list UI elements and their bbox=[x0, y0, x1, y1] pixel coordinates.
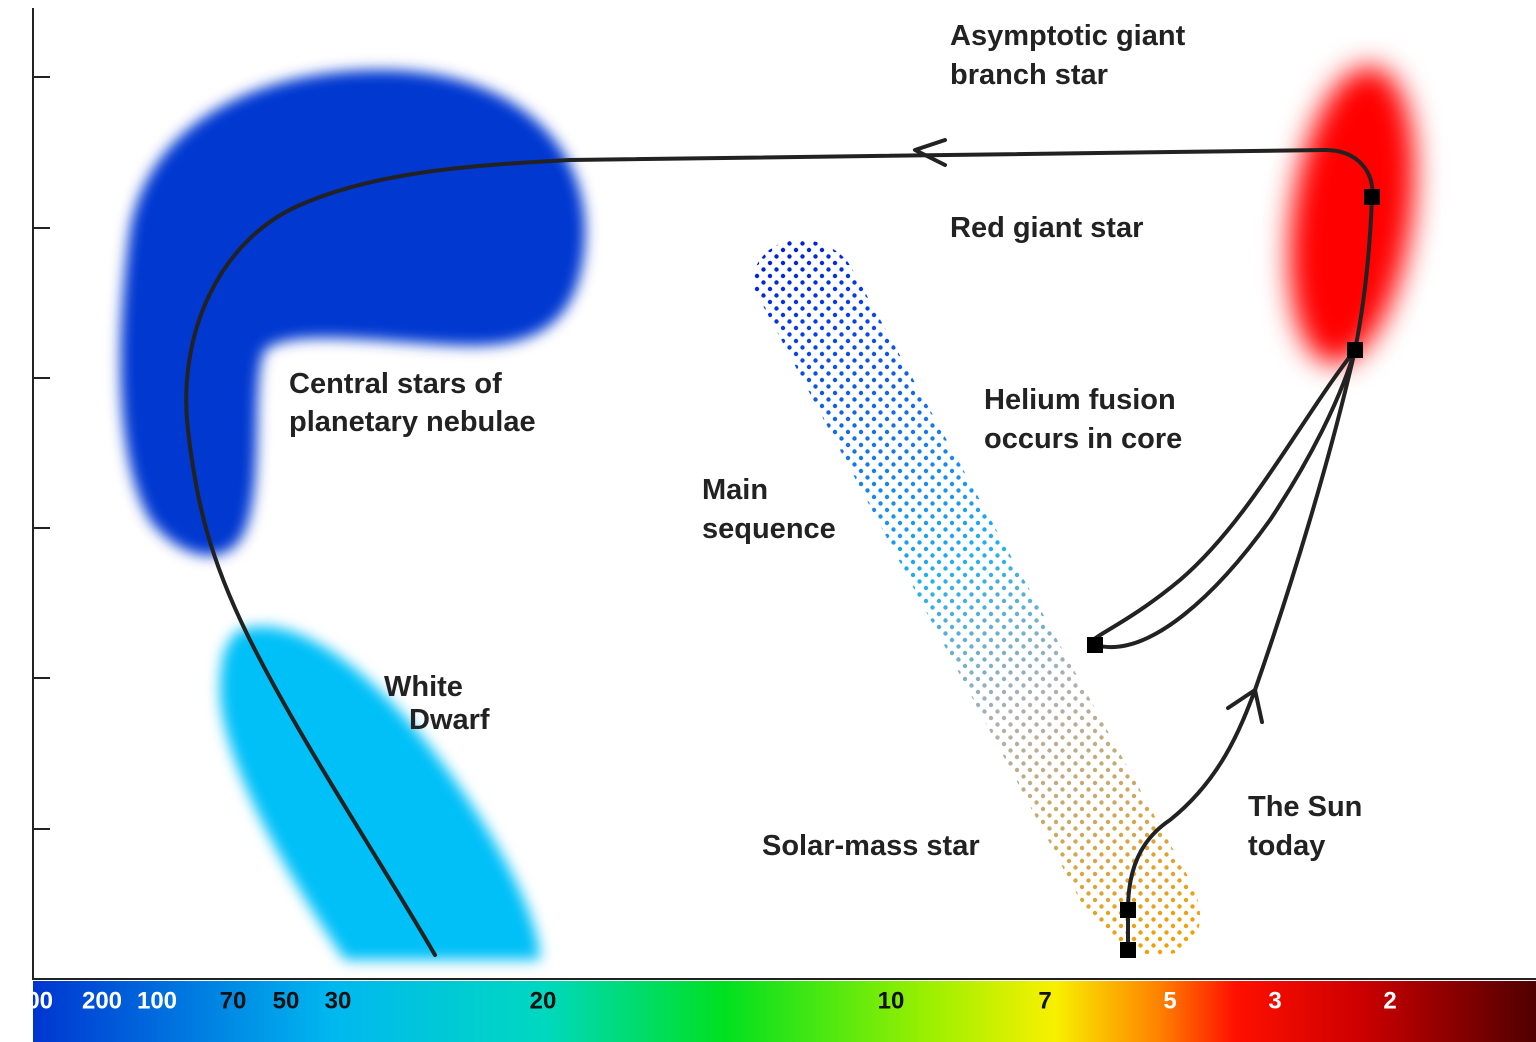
agb-label: branch star bbox=[950, 59, 1108, 91]
scale-tick-label: 30 bbox=[325, 987, 352, 1014]
scale-tick-label: 50 bbox=[273, 987, 300, 1014]
scale-tick-label: 20 bbox=[530, 987, 557, 1014]
main-sequence-label: Main bbox=[702, 474, 768, 506]
scale-tick-label: 2 bbox=[1383, 987, 1396, 1014]
scale-tick-label: 300 bbox=[13, 987, 53, 1014]
sun-label: today bbox=[1248, 830, 1325, 862]
red-giant-label: Red giant star bbox=[950, 212, 1143, 244]
agb-label: Asymptotic giant bbox=[950, 20, 1186, 52]
white-dwarf-label: Dwarf bbox=[409, 704, 490, 736]
temperature-scale bbox=[33, 981, 1536, 1042]
main-sequence-label: sequence bbox=[702, 513, 836, 545]
scale-tick-label: 70 bbox=[220, 987, 247, 1014]
scale-tick-label: 10 bbox=[878, 987, 905, 1014]
solar-mass-label: Solar-mass star bbox=[762, 830, 980, 862]
central-stars-label: Central stars of bbox=[289, 368, 502, 400]
scale-tick-label: 100 bbox=[137, 987, 177, 1014]
white-dwarf-label: White bbox=[384, 671, 463, 703]
red-giant-region bbox=[1272, 58, 1433, 372]
sun-label: The Sun bbox=[1248, 791, 1362, 823]
scale-tick-label: 3 bbox=[1268, 987, 1281, 1014]
central-stars-label: planetary nebulae bbox=[289, 406, 536, 438]
scale-tick-label: 200 bbox=[82, 987, 122, 1014]
scale-tick-label: 5 bbox=[1163, 987, 1176, 1014]
central-stars-region bbox=[120, 70, 585, 555]
helium-label: occurs in core bbox=[984, 423, 1182, 455]
diagram: Asymptotic giant branch star Red giant s… bbox=[0, 0, 1536, 1042]
helium-label: Helium fusion bbox=[984, 384, 1176, 416]
scale-tick-label: 7 bbox=[1038, 987, 1051, 1014]
